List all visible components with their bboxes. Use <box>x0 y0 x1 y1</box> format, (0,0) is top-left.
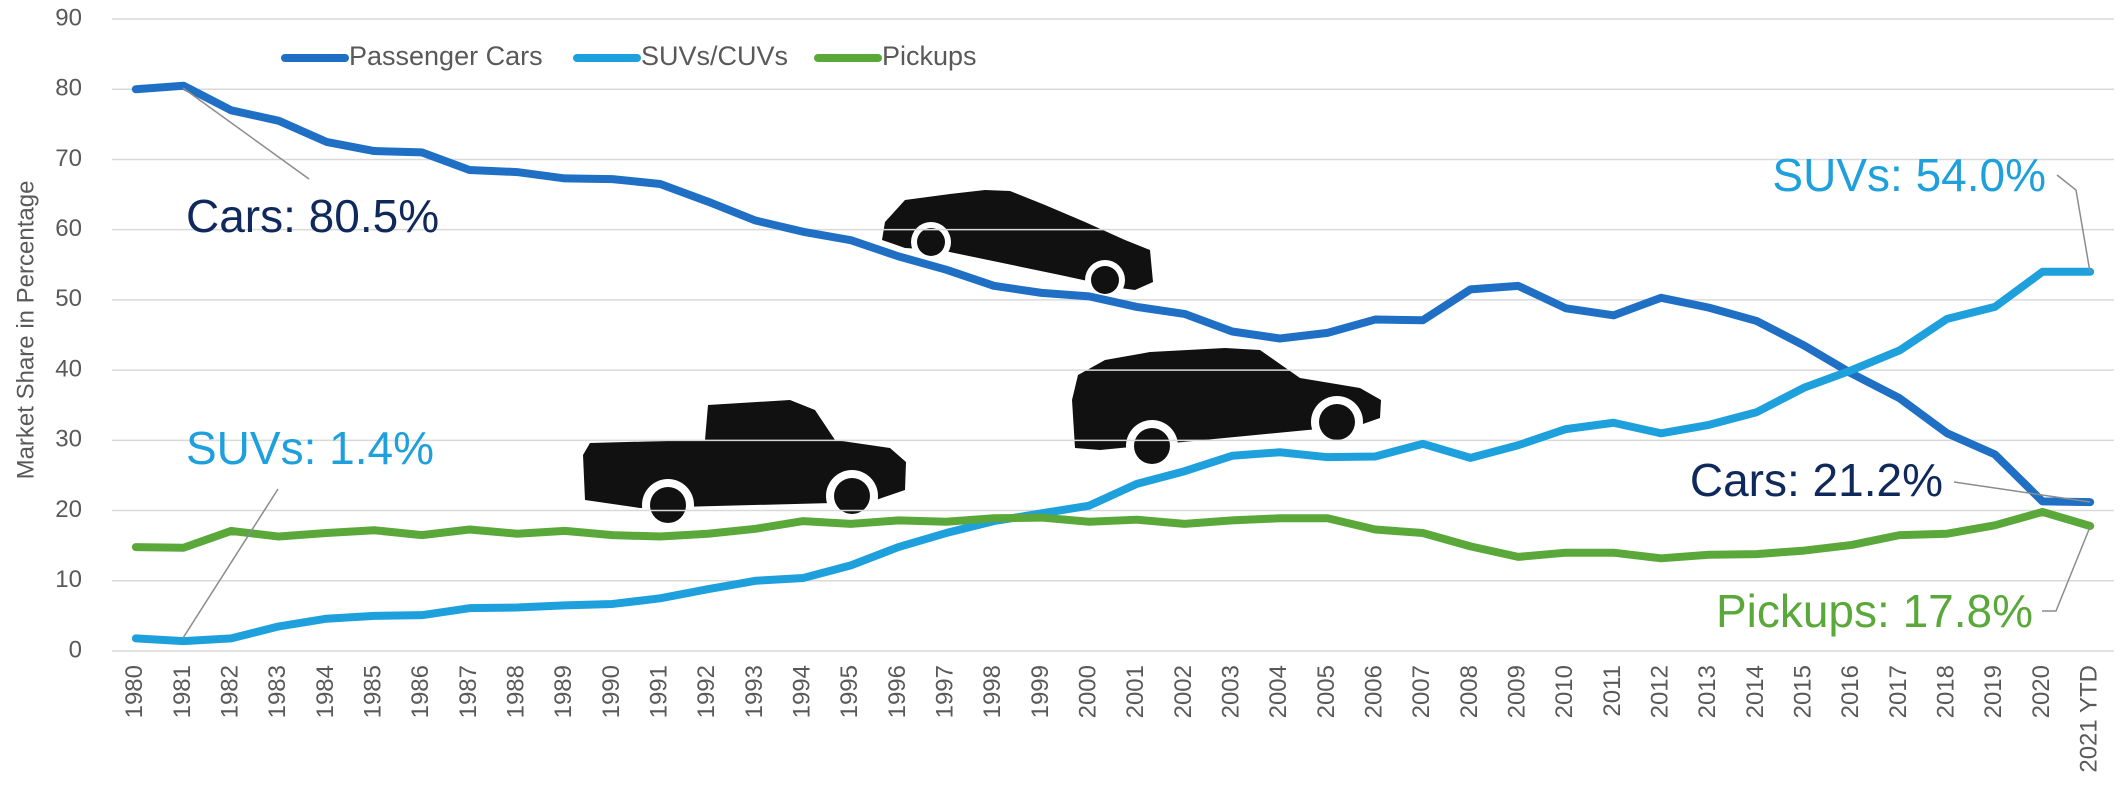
leader-line <box>182 87 310 180</box>
x-tick-label: 2016 <box>1837 665 1864 718</box>
x-tick-label: 2013 <box>1694 665 1721 718</box>
y-tick-label: 30 <box>55 426 82 453</box>
suv-icon <box>1072 348 1381 472</box>
y-axis-label: Market Share in Percentage <box>12 181 39 480</box>
y-tick-label: 50 <box>55 285 82 312</box>
leader-line <box>2042 526 2091 612</box>
x-tick-label: 1988 <box>503 665 530 718</box>
x-tick-label: 1994 <box>789 665 816 718</box>
sedan-icon <box>882 190 1153 300</box>
series-line <box>131 81 2095 507</box>
annotation: SUVs: 54.0% <box>1772 149 2046 201</box>
x-tick-label: 2006 <box>1361 665 1388 718</box>
annotation: Pickups: 17.8% <box>1716 585 2033 637</box>
x-tick-label: 2002 <box>1170 665 1197 718</box>
x-tick-label: 2017 <box>1885 665 1912 718</box>
x-tick-label: 2011 <box>1599 665 1626 717</box>
leader-line <box>2056 174 2091 273</box>
y-tick-label: 80 <box>55 75 82 102</box>
x-tick-label: 2020 <box>2028 665 2055 718</box>
x-tick-label: 1993 <box>741 665 768 718</box>
y-tick-label: 70 <box>55 145 82 172</box>
legend-label: Passenger Cars <box>349 41 543 71</box>
x-tick-label: 2015 <box>1790 665 1817 718</box>
x-tick-label: 1998 <box>979 665 1006 718</box>
x-tick-label: 2014 <box>1742 665 1769 718</box>
x-tick-label: 1987 <box>455 665 482 718</box>
x-tick-label: 2007 <box>1408 665 1435 718</box>
legend-label: Pickups <box>882 41 977 71</box>
leader-line <box>1953 481 2091 503</box>
series-line <box>131 507 2095 563</box>
x-tick-label: 1995 <box>836 665 863 718</box>
x-tick-label: 1996 <box>884 665 911 718</box>
x-tick-label: 2008 <box>1456 665 1483 718</box>
series-line <box>131 267 2095 646</box>
x-tick-label: 2019 <box>1980 665 2007 718</box>
x-tick-label: 1990 <box>598 665 625 718</box>
y-tick-label: 90 <box>55 4 82 31</box>
x-tick-label: 2004 <box>1265 665 1292 718</box>
x-tick-label: 2021 YTD <box>2076 665 2103 773</box>
x-tick-label: 1992 <box>693 665 720 718</box>
x-tick-label: 1980 <box>121 665 148 718</box>
legend-label: SUVs/CUVs <box>641 41 788 71</box>
annotation: Cars: 21.2% <box>1690 454 1943 506</box>
y-tick-label: 40 <box>55 355 82 382</box>
annotation: Cars: 80.5% <box>186 190 439 242</box>
x-tick-label: 1982 <box>217 665 244 718</box>
y-tick-label: 20 <box>55 496 82 523</box>
x-tick-label: 1991 <box>646 665 673 718</box>
x-tick-label: 1997 <box>932 665 959 718</box>
y-tick-label: 10 <box>55 566 82 593</box>
y-tick-label: 0 <box>69 636 82 663</box>
x-tick-label: 2000 <box>1075 665 1102 718</box>
pickup-icon <box>583 400 906 531</box>
annotation: SUVs: 1.4% <box>186 422 434 474</box>
x-tick-label: 2010 <box>1551 665 1578 718</box>
x-tick-label: 2018 <box>1933 665 1960 718</box>
x-tick-label: 1984 <box>312 665 339 718</box>
x-tick-label: 2005 <box>1313 665 1340 718</box>
x-tick-label: 1989 <box>550 665 577 718</box>
leader-line <box>182 488 279 639</box>
x-tick-label: 2012 <box>1647 665 1674 718</box>
x-tick-label: 1986 <box>407 665 434 718</box>
x-tick-label: 1999 <box>1027 665 1054 718</box>
x-tick-label: 1985 <box>360 665 387 718</box>
x-tick-label: 1983 <box>264 665 291 718</box>
y-tick-label: 60 <box>55 215 82 242</box>
x-tick-label: 2003 <box>1218 665 1245 718</box>
x-tick-label: 2009 <box>1504 665 1531 718</box>
x-tick-label: 2001 <box>1122 665 1149 718</box>
x-tick-label: 1981 <box>169 665 196 718</box>
